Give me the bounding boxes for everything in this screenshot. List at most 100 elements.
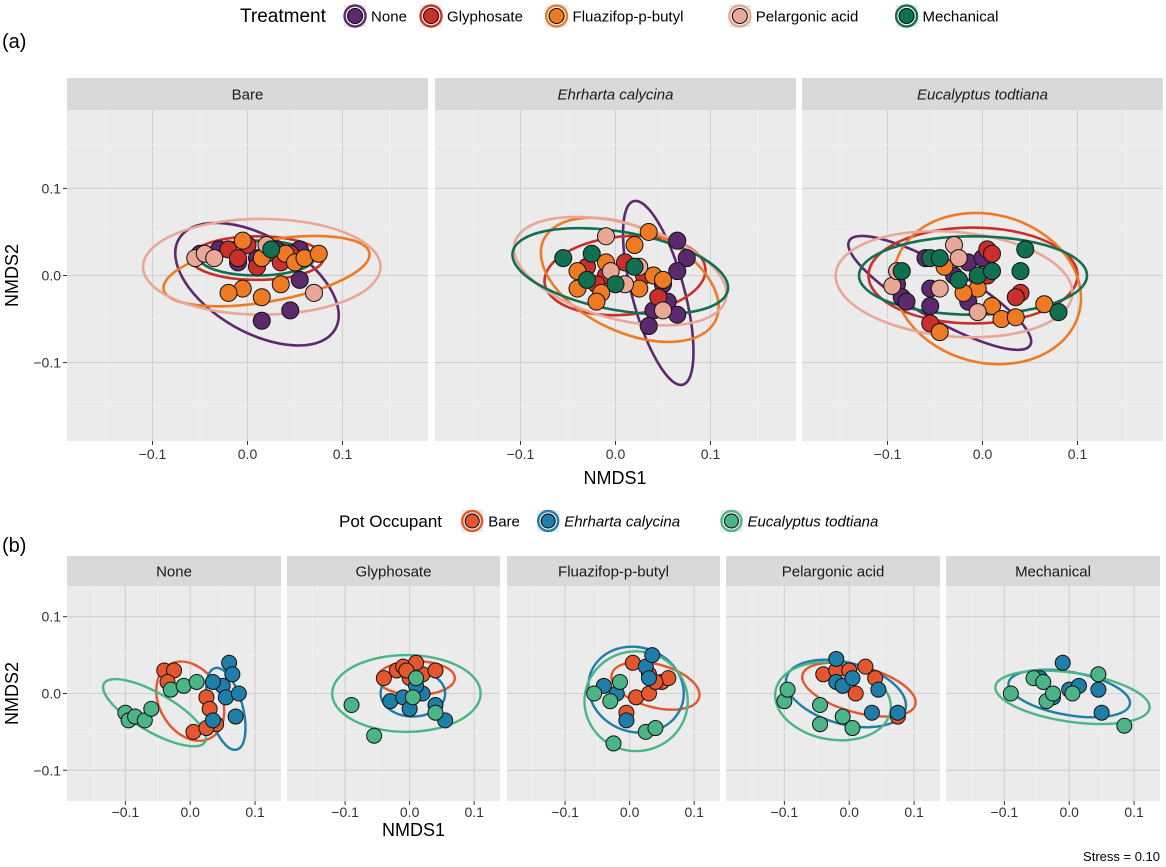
- legend-key-ring: [343, 4, 367, 28]
- facet-a-bare: Bare −0.1 0.0 0.1 −0.1 0.0 0.1: [33, 78, 428, 462]
- legend-label: Ehrharta calycina: [564, 514, 680, 531]
- points: [343, 654, 454, 744]
- point-ehrharta-calycina: [227, 708, 244, 725]
- point-pelargonic-acid: [949, 249, 968, 268]
- facet-title: Bare: [232, 87, 264, 104]
- point-ehrharta-calycina: [641, 670, 657, 687]
- x-tick-label: −0.1: [331, 804, 359, 820]
- point-none: [252, 311, 271, 330]
- point-eucalyptus-todtiana: [602, 693, 619, 710]
- legend-item-ehrharta-calycina: Ehrharta calycina: [537, 509, 680, 533]
- x-axis-title: NMDS1: [583, 468, 646, 488]
- point-eucalyptus-todtiana: [143, 700, 160, 717]
- point-eucalyptus-todtiana: [812, 697, 829, 714]
- legend-a: Treatment None Glyphosate Fluazifop-p-butyl…: [240, 4, 998, 28]
- point-fluazifop-p-butyl: [219, 283, 238, 302]
- y-tick-label: 0.1: [42, 609, 62, 625]
- legend-key-ring: [728, 4, 752, 28]
- ellipse-glyphosate: [543, 234, 707, 317]
- point-eucalyptus-todtiana: [1002, 685, 1019, 702]
- point-pelargonic-acid: [930, 279, 949, 298]
- x-tick-label: 0.1: [333, 446, 353, 462]
- legend-item-pelargonic-acid: Pelargonic acid: [728, 4, 859, 28]
- point-fluazifop-p-butyl: [233, 231, 252, 250]
- stress-label: Stress = 0.10: [1083, 849, 1160, 864]
- point-glyphosate: [1006, 288, 1025, 307]
- points: [186, 231, 328, 330]
- ellipses: [994, 668, 1151, 726]
- point-none: [677, 249, 696, 268]
- points: [586, 647, 677, 752]
- facet-b-pelargonic-acid: Pelargonic acid −0.1 0.0 0.1: [726, 556, 940, 820]
- legend-item-glyphosate: Glyphosate: [419, 4, 523, 28]
- legend-key-dot: [464, 513, 480, 529]
- legend-label: Bare: [488, 514, 520, 531]
- legend-label: Fluazifop-p-butyl: [573, 9, 684, 26]
- point-mechanical: [892, 262, 911, 281]
- point-eucalyptus-todtiana: [427, 704, 444, 721]
- point-fluazifop-p-butyl: [625, 236, 644, 255]
- ellipses: [511, 199, 730, 387]
- point-eucalyptus-todtiana: [834, 708, 851, 725]
- points: [776, 650, 906, 737]
- x-tick-label: −0.1: [139, 446, 167, 462]
- x-tick-label: 0.0: [1059, 804, 1079, 820]
- points: [117, 654, 247, 740]
- point-mechanical: [582, 244, 601, 263]
- point-none: [639, 317, 658, 336]
- point-eucalyptus-todtiana: [343, 697, 360, 714]
- point-eucalyptus-todtiana: [1116, 717, 1133, 734]
- point-eucalyptus-todtiana: [647, 720, 664, 737]
- point-eucalyptus-todtiana: [844, 720, 861, 737]
- point-none: [897, 292, 916, 311]
- legend-key-dot: [548, 8, 565, 24]
- facet-a-ehrharta-calycina: Ehrharta calycina −0.1 0.0 0.1: [435, 78, 796, 462]
- legend-key-ring: [537, 509, 560, 533]
- x-tick-label: 0.1: [464, 804, 484, 820]
- x-tick-label: 0.0: [400, 804, 420, 820]
- y-tick-label: 0.1: [42, 180, 62, 196]
- x-tick-label: 0.1: [684, 804, 704, 820]
- point-mechanical: [949, 270, 968, 289]
- panel-label-a: (a): [2, 31, 26, 53]
- point-ehrharta-calycina: [230, 685, 247, 702]
- y-tick-label: −0.1: [33, 762, 61, 778]
- point-eucalyptus-todtiana: [188, 673, 205, 690]
- point-none: [668, 262, 687, 281]
- point-ehrharta-calycina: [644, 647, 661, 664]
- x-tick-label: 0.0: [839, 804, 859, 820]
- legend-label: None: [371, 9, 407, 26]
- point-ehrharta-calycina: [204, 673, 221, 690]
- legend-label: Pelargonic acid: [756, 9, 859, 26]
- facet-title: Ehrharta calycina: [558, 87, 674, 104]
- facet-b-fluazifop-p-butyl: Fluazifop-p-butyl −0.1 0.0 0.1: [507, 556, 720, 820]
- legend-b: Pot Occupant Bare Ehrharta calycina Eucalyp…: [339, 509, 878, 533]
- facet-strip: [67, 556, 281, 586]
- facet-b-none: None −0.1 0.0 0.1 −0.1 0.0 0.1: [33, 556, 281, 820]
- facet-strip: [67, 78, 428, 110]
- point-ehrharta-calycina: [1054, 654, 1071, 671]
- legend-key-dot: [723, 513, 739, 529]
- legend-key-ring: [544, 4, 569, 28]
- ellipse-eucalyptus-todtiana: [330, 653, 482, 734]
- point-bare: [427, 662, 444, 679]
- figure-a: (a) Treatment None Glyphosate Fluazifop-p-bu…: [2, 4, 1163, 488]
- point-bare: [847, 685, 864, 702]
- point-fluazifop-p-butyl: [654, 270, 672, 289]
- point-eucalyptus-todtiana: [812, 716, 829, 733]
- point-mechanical: [930, 249, 949, 268]
- point-ehrharta-calycina: [224, 666, 241, 683]
- facet-strip: [946, 556, 1160, 586]
- x-tick-label: 0.0: [238, 446, 258, 462]
- legend-label: Glyphosate: [447, 9, 523, 26]
- point-pelargonic-acid: [597, 227, 615, 246]
- point-pelargonic-acid: [968, 303, 987, 322]
- points: [554, 222, 696, 336]
- point-ehrharta-calycina: [863, 704, 880, 721]
- legend-key-ring: [894, 4, 919, 28]
- facet-title: Eucalyptus todtiana: [917, 87, 1048, 104]
- y-axis-title: NMDS2: [2, 662, 22, 725]
- point-pelargonic-acid: [305, 283, 323, 302]
- legend-key-dot: [347, 8, 364, 24]
- x-tick-label: 0.1: [1124, 804, 1144, 820]
